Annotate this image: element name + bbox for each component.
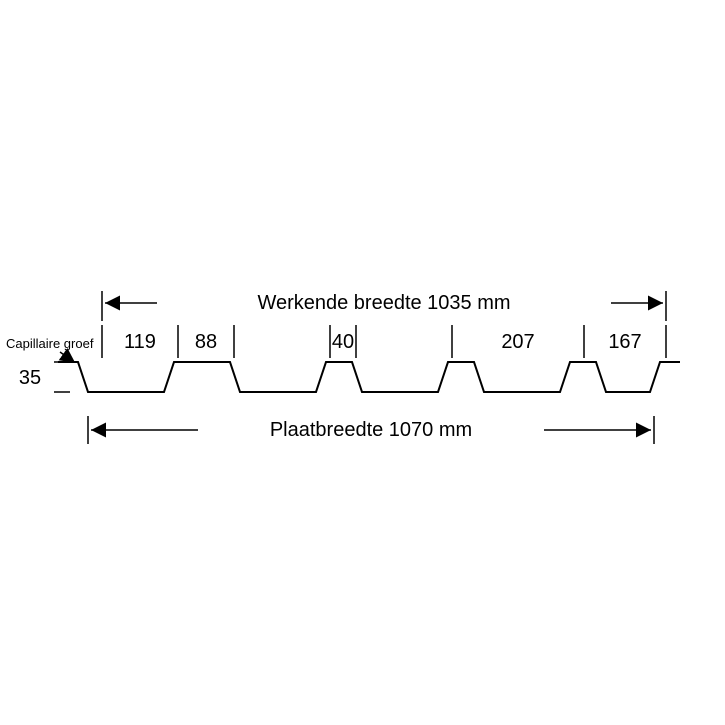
bottom-dim-label: Plaatbreedte 1070 mm [270, 419, 472, 441]
top-dim-value: 40 [332, 331, 354, 353]
top-dim-value: 88 [195, 331, 217, 353]
profile-diagram: 35 Capillaire groef Werkende breedte 1035 … [0, 0, 725, 725]
top-dim-value: 167 [608, 331, 641, 353]
top-dim-value: 119 [124, 331, 156, 353]
top-dim-value: 207 [501, 331, 534, 353]
profile-line [58, 362, 680, 392]
capillary-label: Capillaire groef [6, 336, 94, 351]
top-dim-label: Werkende breedte 1035 mm [257, 292, 510, 314]
height-value: 35 [19, 367, 41, 389]
capillary-arrow [60, 352, 74, 362]
